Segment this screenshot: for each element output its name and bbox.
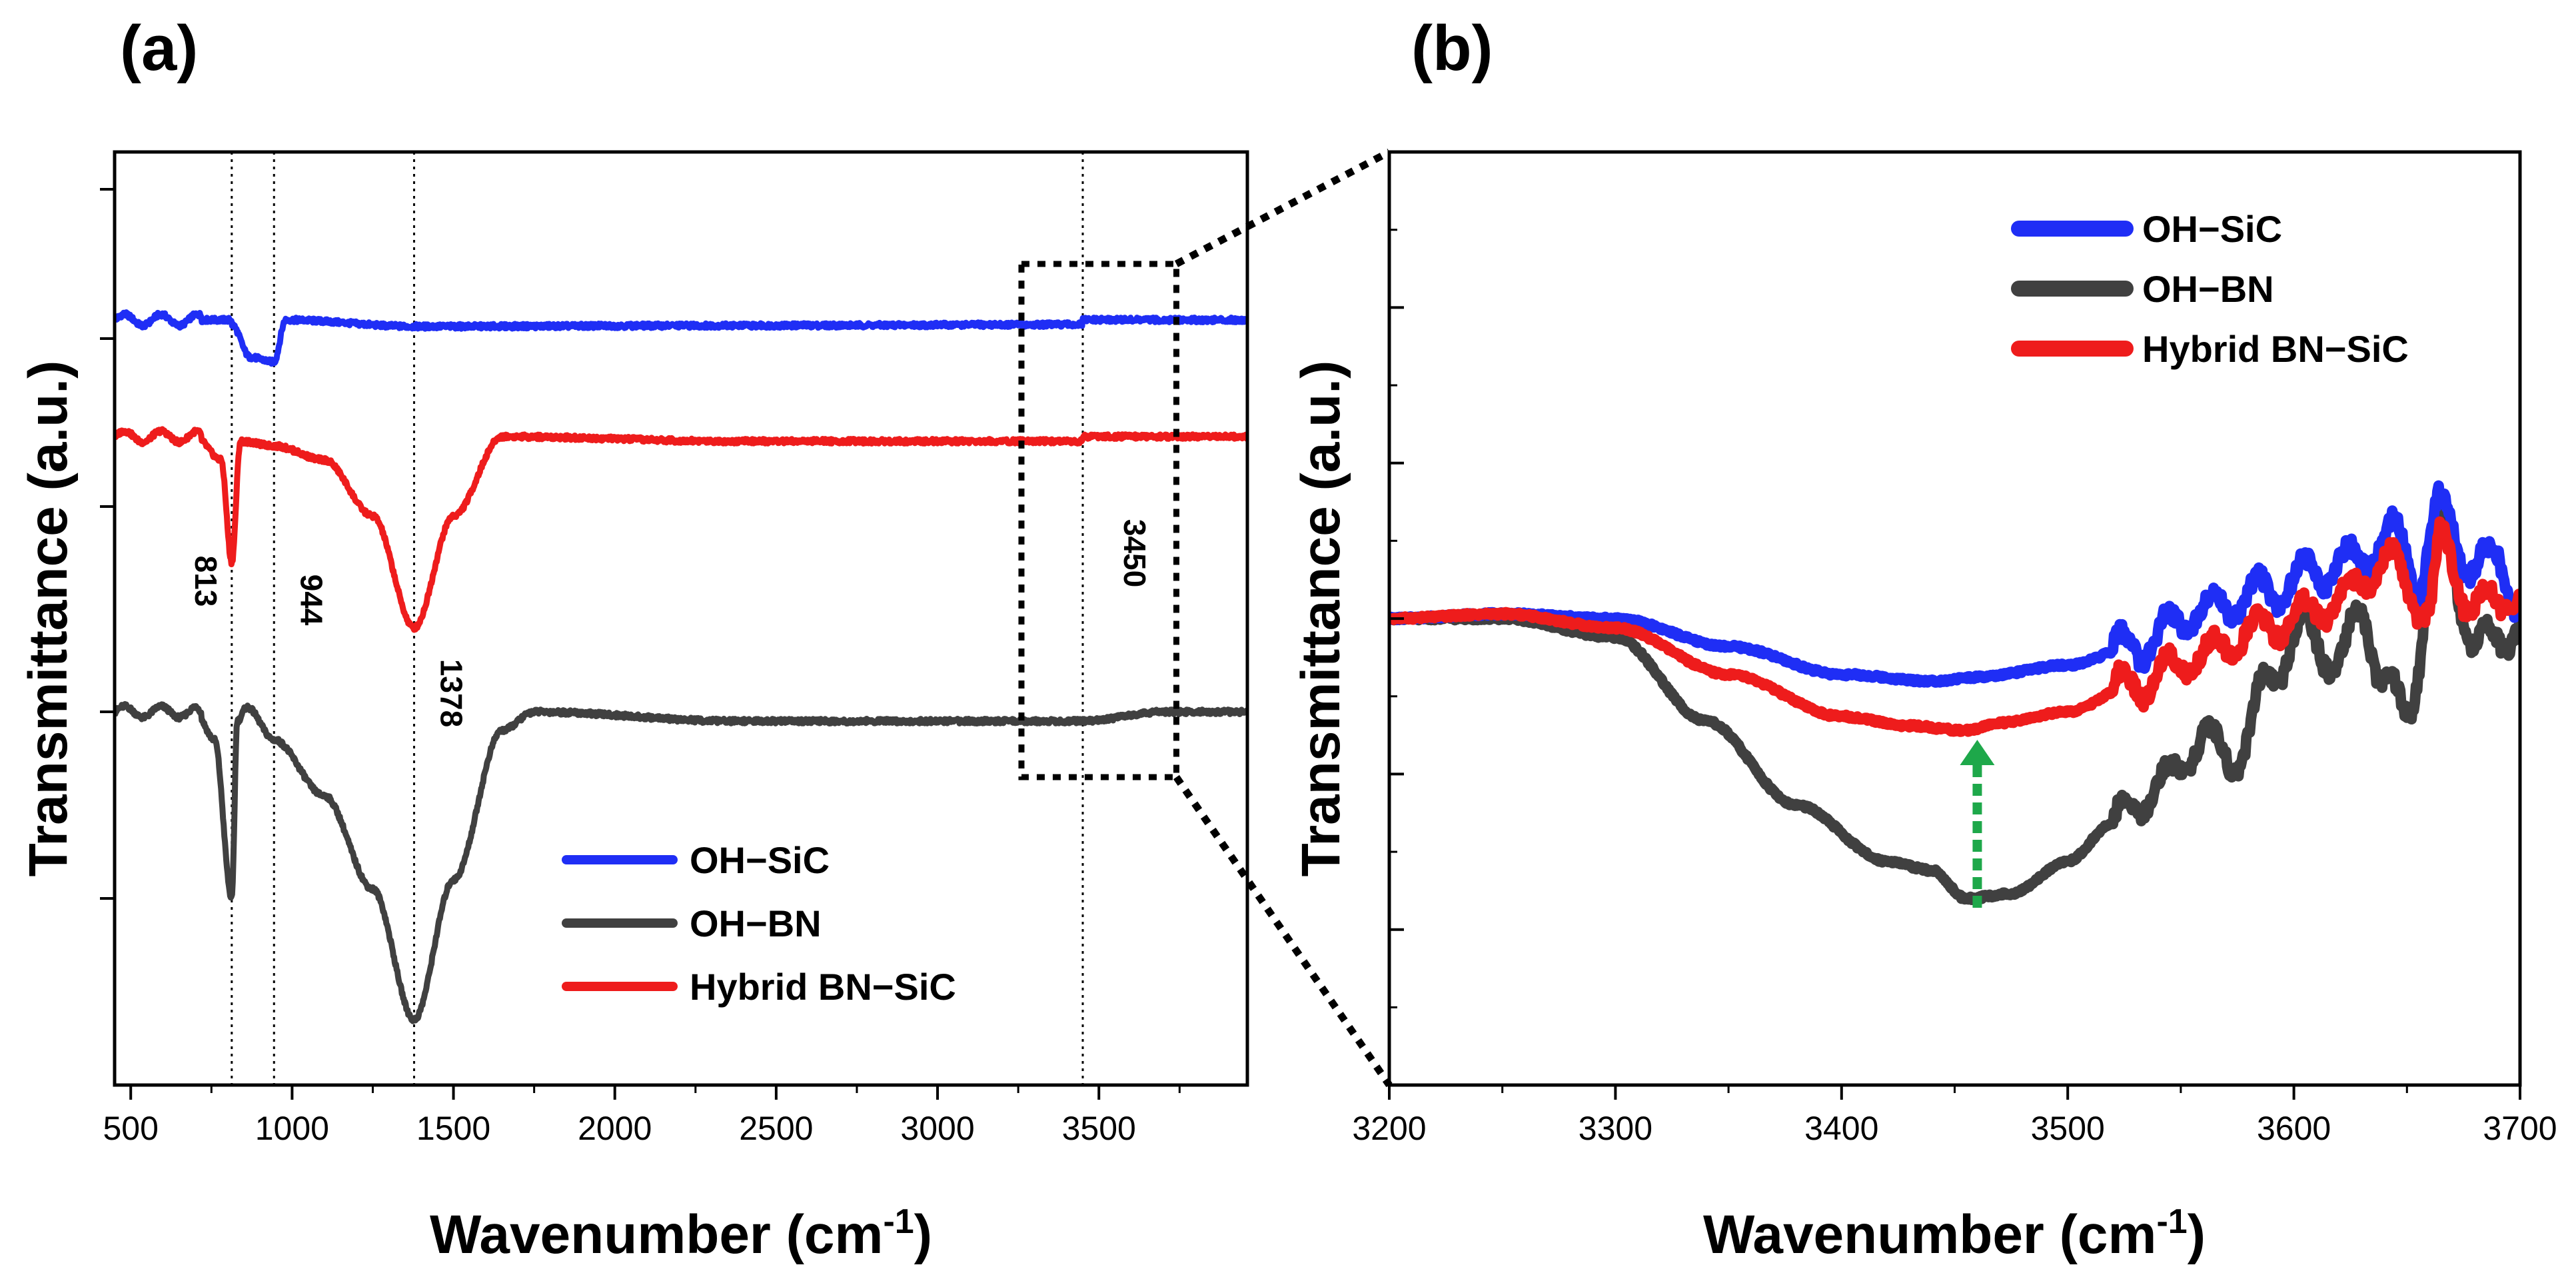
panel-a-label: (a): [120, 13, 198, 84]
panel-a-peak-label: 813: [189, 556, 223, 607]
panel-b-x-tick-label: 3700: [2483, 1110, 2557, 1147]
panel-b-x-axis-title: Wavenumber (cm-1): [1703, 1202, 2206, 1265]
panel-a-legend-label: Hybrid BN−SiC: [690, 966, 956, 1008]
panel-b-shift-arrow-head: [1960, 740, 1995, 765]
panel-a-series-line: [115, 426, 1247, 633]
panel-b-x-tick-label: 3400: [1804, 1110, 1878, 1147]
panel-b-shift-arrow: [1960, 740, 1995, 908]
panel-a-x-tick-label: 2000: [578, 1110, 652, 1147]
panel-a-zoom-box: [1018, 261, 1179, 780]
panel-a-x-tick-label: 1500: [416, 1110, 490, 1147]
panel-a-legend-label: OH−SiC: [690, 839, 830, 881]
panel-a-y-axis-title: Transmittance (a.u.): [18, 361, 79, 877]
panel-a-x-tick-label: 500: [103, 1110, 158, 1147]
panel-a-ticks: 500 1000 1500 2000 2500 3000 3500: [100, 188, 1181, 1147]
panel-b-series-line: [1389, 516, 2520, 737]
panel-a-chart: (a) 813 944 1378 3450 500 1000 1500 2000 2500 30…: [18, 13, 1249, 1265]
panel-a-x-tick-label: 1000: [255, 1110, 329, 1147]
panel-b-series-line: [1389, 480, 2520, 688]
panel-a-series: [115, 309, 1247, 1024]
panel-b-label: (b): [1411, 13, 1493, 84]
panel-a-frame: [113, 150, 1249, 1087]
zoom-connector-bottom: [1173, 774, 1393, 1088]
panel-a-peak-label: 1378: [434, 659, 468, 727]
panel-a-peak-label: 3450: [1117, 519, 1152, 587]
panel-b-x-tick-label: 3300: [1579, 1110, 1652, 1147]
panel-a-peak-annotations: 813 944 1378 3450: [189, 519, 1152, 727]
panel-b-y-axis-title: Transmittance (a.u.): [1291, 361, 1351, 877]
panel-b-chart: (b) 3200 3300 3400 3500 3600 3700 OH−SiC OH−BN…: [1291, 13, 2557, 1265]
panel-b-x-tick-label: 3500: [2031, 1110, 2105, 1147]
panel-b-ticks: 3200 3300 3400 3500 3600 3700: [1352, 151, 2557, 1147]
panel-b-x-tick-label: 3600: [2257, 1110, 2331, 1147]
panel-b-legend-label: Hybrid BN−SiC: [2142, 328, 2409, 370]
panel-b-legend-label: OH−BN: [2142, 268, 2274, 310]
panel-a-reference-lines: [231, 152, 1084, 1085]
panel-a-legend: OH−SiC OH−BN Hybrid BN−SiC: [562, 839, 956, 1008]
panel-a-peak-label: 944: [294, 575, 328, 626]
zoom-connector-lines: [1173, 149, 1393, 1088]
panel-a-series-line: [115, 700, 1247, 1024]
panel-b-legend: OH−SiC OH−BN Hybrid BN−SiC: [2011, 208, 2409, 370]
panel-a-zoom-rectangle: [1018, 261, 1179, 780]
panel-a-x-tick-label: 2500: [739, 1110, 813, 1147]
panel-b-series-line: [1389, 489, 2520, 905]
panel-b-series: [1389, 480, 2520, 905]
zoom-connector-top: [1174, 149, 1391, 267]
panel-b-legend-label: OH−SiC: [2142, 208, 2282, 250]
panel-a-x-tick-label: 3500: [1062, 1110, 1136, 1147]
panel-b-x-tick-label: 3200: [1352, 1110, 1426, 1147]
panel-a-legend-label: OH−BN: [690, 902, 822, 944]
panel-a-series-line: [115, 309, 1247, 367]
panel-a-x-axis-title: Wavenumber (cm-1): [430, 1202, 932, 1265]
panel-a-x-tick-label: 3000: [900, 1110, 974, 1147]
